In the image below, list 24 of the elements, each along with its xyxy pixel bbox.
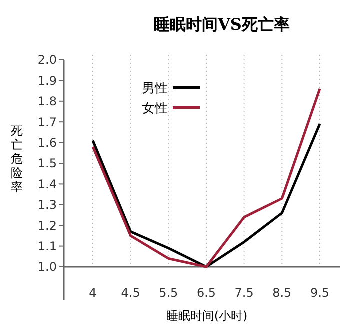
y-tick-label: 1.3 (38, 198, 57, 212)
y-tick-label: 1.7 (38, 115, 57, 130)
x-tick-label: 9.5 (310, 286, 330, 300)
chart-title: 睡眠时间VS死亡率 (154, 15, 290, 34)
legend-label: 男性 (142, 82, 168, 97)
y-tick-label: 1.0 (38, 260, 57, 274)
x-tick-label: 4 (89, 286, 97, 300)
x-axis-title: 睡眠时间(小时) (166, 309, 248, 323)
y-tick-label: 1.4 (38, 177, 57, 192)
y-axis-title: 死亡危险率 (11, 124, 23, 194)
line-series (92, 122, 322, 268)
x-tick-label: 4.5 (121, 286, 140, 300)
x-tick-label: 6.5 (196, 286, 216, 300)
y-tick-label: 1.9 (38, 74, 57, 88)
y-tick-label: 1.8 (38, 94, 57, 109)
x-tick-label: 7.5 (234, 286, 254, 300)
y-tick-label: 1.1 (38, 240, 57, 254)
y-tick-label: 1.2 (38, 218, 57, 233)
y-tick-label: 1.6 (38, 136, 57, 150)
x-tick-label: 8.5 (272, 286, 292, 300)
y-tick-label: 2.0 (38, 53, 57, 68)
y-tick-label: 1.5 (38, 156, 57, 171)
x-tick-label: 5.5 (159, 286, 178, 300)
legend-label: 女性 (142, 102, 168, 117)
